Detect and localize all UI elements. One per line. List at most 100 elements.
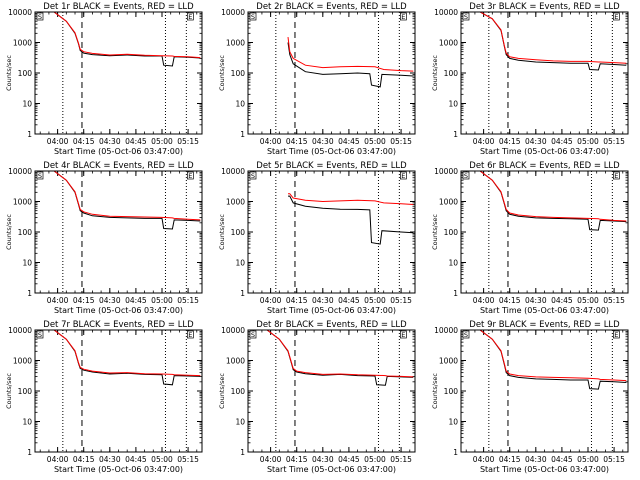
y-tick-label: 10 — [235, 418, 245, 427]
x-axis-label: Start Time (05-Oct-06 03:47:00) — [54, 306, 183, 315]
chart-panel-9: Det 9r BLACK = Events, RED = LLD Counts/s… — [431, 320, 629, 474]
end-marker-label: E — [614, 172, 618, 180]
y-tick-label: 100 — [231, 69, 246, 78]
start-marker-box — [36, 12, 44, 21]
x-tick-label: 04:00 — [47, 455, 69, 464]
end-marker-label: E — [401, 13, 405, 21]
x-axis-label: Start Time (05-Oct-06 03:47:00) — [54, 465, 183, 474]
chart-title: Det 4r BLACK = Events, RED = LLD — [43, 161, 194, 171]
y-tick-label: 100 — [18, 387, 33, 396]
series-line-lld — [288, 193, 414, 205]
x-tick-label: 04:00 — [473, 137, 495, 146]
x-axis-label: Start Time (05-Oct-06 03:47:00) — [480, 306, 609, 315]
y-tick-label: 10 — [448, 418, 458, 427]
y-tick-label: 10000 — [221, 8, 245, 17]
end-marker-label: E — [614, 331, 618, 339]
y-tick-label: 1000 — [226, 198, 245, 207]
x-tick-label: 04:15 — [73, 455, 95, 464]
start-marker-box — [462, 171, 470, 180]
chart-title: Det 6r BLACK = Events, RED = LLD — [469, 161, 620, 171]
x-tick-label: 04:00 — [473, 296, 495, 305]
x-tick-label: 05:15 — [177, 296, 199, 305]
series-line-lld — [461, 330, 627, 382]
x-tick-label: 05:15 — [603, 137, 625, 146]
x-tick-label: 05:00 — [364, 137, 386, 146]
x-tick-label: 04:00 — [473, 455, 495, 464]
y-tick-label: 100 — [231, 228, 246, 237]
plot-frame — [247, 329, 416, 453]
end-marker-box — [186, 330, 194, 339]
y-tick-label: 1000 — [226, 39, 245, 48]
y-tick-label: 1 — [453, 448, 458, 457]
y-tick-label: 1 — [240, 289, 245, 298]
x-tick-label: 05:15 — [603, 455, 625, 464]
y-axis-label: Counts/sec — [5, 214, 13, 250]
start-marker-box — [462, 12, 470, 21]
y-axis-label: Counts/sec — [431, 55, 439, 91]
chart-title: Det 7r BLACK = Events, RED = LLD — [43, 320, 194, 330]
y-tick-label: 10 — [235, 100, 245, 109]
x-tick-label: 04:00 — [260, 455, 282, 464]
x-tick-label: 04:30 — [99, 137, 121, 146]
end-marker-box — [399, 12, 407, 21]
series-line-lld — [35, 330, 201, 377]
y-tick-label: 1000 — [13, 357, 32, 366]
x-axis-label: Start Time (05-Oct-06 03:47:00) — [267, 147, 396, 156]
start-marker-label: S — [464, 13, 468, 21]
start-marker-label: S — [464, 172, 468, 180]
x-tick-label: 05:00 — [151, 137, 173, 146]
x-tick-label: 04:45 — [551, 296, 573, 305]
y-tick-label: 10000 — [8, 326, 32, 335]
x-tick-label: 05:15 — [390, 296, 412, 305]
y-tick-label: 1 — [27, 130, 32, 139]
x-tick-label: 04:00 — [260, 296, 282, 305]
chart-title: Det 9r BLACK = Events, RED = LLD — [469, 320, 620, 330]
y-tick-label: 1000 — [226, 357, 245, 366]
series-line-lld — [287, 37, 414, 72]
y-axis-label: Counts/sec — [218, 214, 226, 250]
x-tick-label: 04:30 — [99, 296, 121, 305]
x-tick-label: 04:15 — [286, 296, 308, 305]
end-marker-box — [186, 12, 194, 21]
y-tick-label: 100 — [231, 387, 246, 396]
y-axis-label: Counts/sec — [5, 373, 13, 409]
chart-panel-7: Det 7r BLACK = Events, RED = LLD Counts/s… — [5, 320, 203, 474]
chart-title: Det 1r BLACK = Events, RED = LLD — [43, 2, 194, 12]
x-tick-label: 05:00 — [577, 296, 599, 305]
x-tick-label: 04:15 — [286, 137, 308, 146]
end-marker-label: E — [401, 331, 405, 339]
x-tick-label: 04:15 — [499, 455, 521, 464]
x-tick-label: 04:00 — [47, 137, 69, 146]
start-marker-label: S — [251, 331, 255, 339]
x-tick-label: 05:15 — [390, 137, 412, 146]
y-tick-label: 100 — [18, 69, 33, 78]
y-tick-label: 100 — [444, 69, 459, 78]
x-tick-label: 05:15 — [177, 137, 199, 146]
x-axis-label: Start Time (05-Oct-06 03:47:00) — [267, 465, 396, 474]
x-tick-label: 05:00 — [364, 455, 386, 464]
chart-panel-3: Det 3r BLACK = Events, RED = LLD Counts/s… — [431, 2, 629, 156]
x-tick-label: 05:00 — [577, 137, 599, 146]
chart-title: Det 3r BLACK = Events, RED = LLD — [469, 2, 620, 12]
y-tick-label: 10000 — [8, 167, 32, 176]
end-marker-box — [612, 330, 620, 339]
start-marker-box — [249, 12, 257, 21]
y-tick-label: 10 — [235, 259, 245, 268]
series-line-lld — [461, 12, 627, 64]
y-tick-label: 1 — [453, 130, 458, 139]
x-tick-label: 04:30 — [312, 296, 334, 305]
y-tick-label: 1 — [240, 448, 245, 457]
end-marker-box — [186, 171, 194, 180]
end-marker-label: E — [401, 172, 405, 180]
x-tick-label: 05:00 — [364, 296, 386, 305]
x-tick-label: 04:30 — [312, 455, 334, 464]
x-tick-label: 04:00 — [260, 137, 282, 146]
x-tick-label: 04:45 — [125, 296, 147, 305]
x-tick-label: 04:15 — [499, 296, 521, 305]
start-marker-label: S — [38, 331, 42, 339]
x-tick-label: 04:45 — [338, 137, 360, 146]
y-axis-label: Counts/sec — [431, 214, 439, 250]
end-marker-box — [612, 171, 620, 180]
chart-title: Det 2r BLACK = Events, RED = LLD — [256, 2, 407, 12]
chart-title: Det 5r BLACK = Events, RED = LLD — [256, 161, 407, 171]
